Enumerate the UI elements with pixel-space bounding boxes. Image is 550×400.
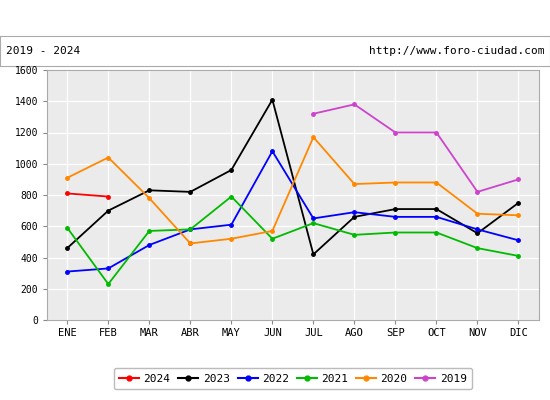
Text: http://www.foro-ciudad.com: http://www.foro-ciudad.com xyxy=(369,46,544,56)
Text: 2019 - 2024: 2019 - 2024 xyxy=(6,46,80,56)
Legend: 2024, 2023, 2022, 2021, 2020, 2019: 2024, 2023, 2022, 2021, 2020, 2019 xyxy=(113,368,472,390)
Text: Evolucion Nº Turistas Nacionales en el municipio de Villamanrique de la Condesa: Evolucion Nº Turistas Nacionales en el m… xyxy=(36,12,514,24)
